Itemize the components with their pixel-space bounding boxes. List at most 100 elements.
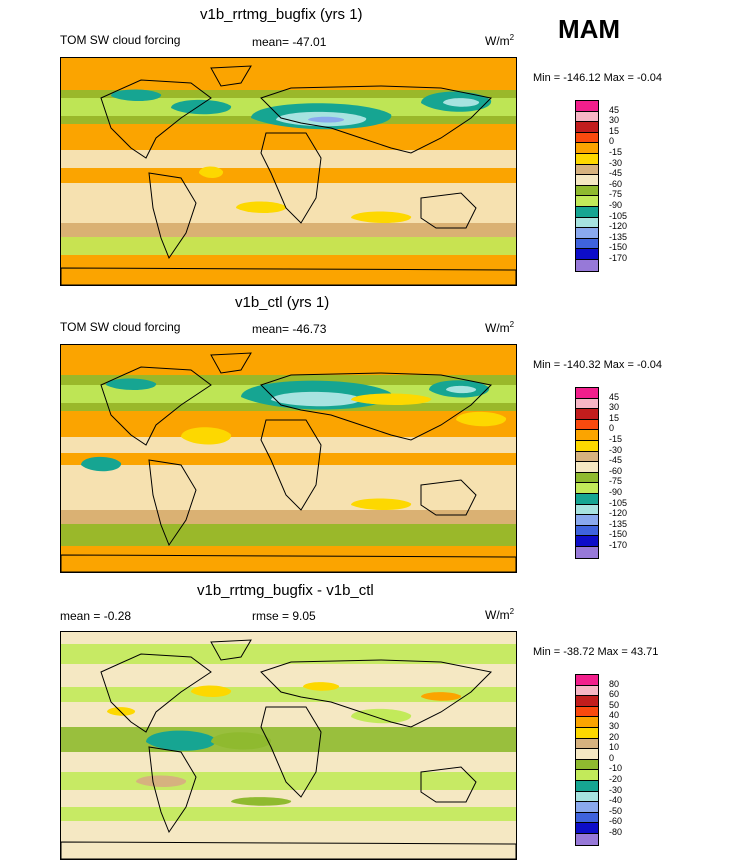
coastline <box>148 459 197 547</box>
colorbar-label: -30 <box>609 784 623 795</box>
panel-3-title: v1b_rrtmg_bugfix - v1b_ctl <box>197 582 374 599</box>
colorbar-label: -60 <box>609 465 623 476</box>
colorbar-label: -120 <box>609 221 628 232</box>
field-band <box>61 465 516 510</box>
field-contour <box>351 393 432 405</box>
colorbar-swatch <box>576 833 598 845</box>
colorbar-label: 30 <box>609 721 620 731</box>
colorbar-label: -20 <box>609 774 623 784</box>
colorbar-label: -30 <box>609 444 623 455</box>
colorbar-swatch <box>576 196 598 207</box>
colorbar-swatch <box>576 259 598 271</box>
colorbar-swatch <box>576 483 598 494</box>
colorbar-swatch <box>576 122 598 133</box>
colorbar-swatch <box>576 759 598 771</box>
colorbar-label: 50 <box>609 699 620 710</box>
field-band <box>61 807 516 821</box>
colorbar-label: -50 <box>609 805 623 816</box>
colorbar-swatch <box>576 493 598 505</box>
colorbar-label: -10 <box>609 763 623 774</box>
panel-3-rmse-label: rmse = 9.05 <box>252 609 316 623</box>
panel-2-mean-label: mean= -46.73 <box>252 322 327 336</box>
coastline <box>260 659 493 728</box>
field-contour <box>456 411 507 427</box>
field-band <box>61 727 516 752</box>
panel-1-variable-label: TOM SW cloud forcing <box>60 33 181 47</box>
colorbar-swatch <box>576 430 598 441</box>
panel-2-colorbar <box>575 387 599 559</box>
panel-1-colorbar <box>575 100 599 272</box>
colorbar-swatch <box>576 440 598 452</box>
field-contour <box>111 89 162 101</box>
coastline <box>100 366 212 446</box>
colorbar-label: -105 <box>609 210 628 221</box>
field-contour <box>146 730 217 751</box>
map-svg <box>61 345 516 572</box>
colorbar-label: -170 <box>609 540 628 550</box>
field-band <box>61 237 516 255</box>
field-contour <box>421 692 462 701</box>
colorbar-swatch <box>576 164 598 176</box>
coastline <box>420 479 477 516</box>
colorbar-label: -150 <box>609 242 628 253</box>
colorbar-label: -75 <box>609 189 623 200</box>
coastline <box>148 746 197 834</box>
coastline <box>260 132 322 224</box>
colorbar-swatch <box>576 217 598 229</box>
coastline <box>260 706 322 798</box>
colorbar-swatch <box>576 398 598 410</box>
coastline <box>260 372 493 441</box>
map-svg <box>61 58 516 285</box>
field-band <box>61 524 516 546</box>
colorbar-swatch <box>576 132 598 144</box>
field-contour <box>171 99 232 115</box>
colorbar-label: 15 <box>609 412 620 423</box>
colorbar-swatch <box>576 749 598 760</box>
colorbar-label: 45 <box>609 104 620 115</box>
panel-2-variable-label: TOM SW cloud forcing <box>60 320 181 334</box>
coastline <box>148 172 197 260</box>
panel-3-units: W/m2 <box>485 607 515 622</box>
field-contour <box>236 201 287 213</box>
colorbar-label: 10 <box>609 742 620 753</box>
colorbar-swatch <box>576 185 598 197</box>
field-contour <box>136 775 187 787</box>
panel-1-map <box>60 57 517 286</box>
colorbar-swatch <box>576 101 598 112</box>
field-band <box>61 150 516 168</box>
coastline <box>61 267 516 285</box>
colorbar-label: -120 <box>609 508 628 519</box>
colorbar-label: 0 <box>609 752 615 763</box>
colorbar-label: 45 <box>609 391 620 402</box>
colorbar-label: -90 <box>609 200 623 210</box>
field-contour <box>199 166 224 178</box>
colorbar-swatch <box>576 175 598 186</box>
colorbar-swatch <box>576 504 598 516</box>
coastline <box>260 419 322 511</box>
coastline <box>100 79 212 159</box>
panel-3-minmax: Min = -38.72 Max = 43.71 <box>533 646 659 658</box>
colorbar-label: -60 <box>609 178 623 189</box>
colorbar-swatch <box>576 536 598 547</box>
colorbar-label: -80 <box>609 827 623 837</box>
field-band <box>61 510 516 524</box>
field-contour <box>191 685 232 697</box>
coastline <box>210 352 252 374</box>
colorbar-swatch <box>576 238 598 250</box>
colorbar-label: 0 <box>609 423 615 434</box>
field-contour <box>303 682 340 691</box>
colorbar-label: 60 <box>609 689 620 700</box>
colorbar-swatch <box>576 696 598 707</box>
colorbar-label: 20 <box>609 731 620 742</box>
field-band <box>61 644 516 664</box>
colorbar-label: -60 <box>609 816 623 827</box>
field-contour <box>181 427 232 445</box>
coastline <box>210 639 252 661</box>
coastline <box>61 554 516 572</box>
colorbar-swatch <box>576 451 598 463</box>
colorbar-label: -105 <box>609 497 628 508</box>
field-band <box>61 183 516 223</box>
colorbar-swatch <box>576 791 598 803</box>
colorbar-label: -90 <box>609 487 623 497</box>
colorbar-swatch <box>576 153 598 165</box>
